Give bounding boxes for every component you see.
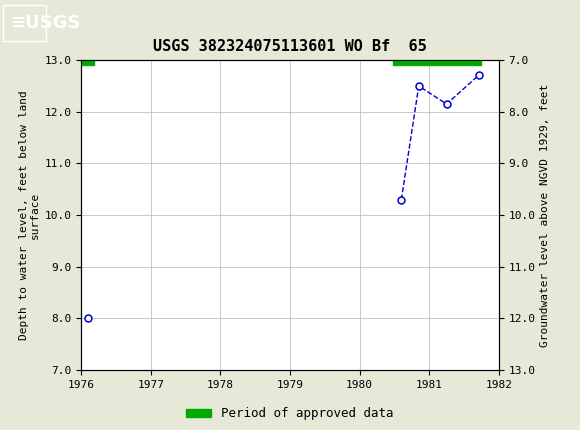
Legend: Period of approved data: Period of approved data — [182, 402, 399, 425]
Y-axis label: Depth to water level, feet below land
surface: Depth to water level, feet below land su… — [19, 90, 41, 340]
Text: ≡USGS: ≡USGS — [10, 14, 81, 31]
Text: USGS 382324075113601 WO Bf  65: USGS 382324075113601 WO Bf 65 — [153, 39, 427, 54]
Y-axis label: Groundwater level above NGVD 1929, feet: Groundwater level above NGVD 1929, feet — [539, 83, 550, 347]
